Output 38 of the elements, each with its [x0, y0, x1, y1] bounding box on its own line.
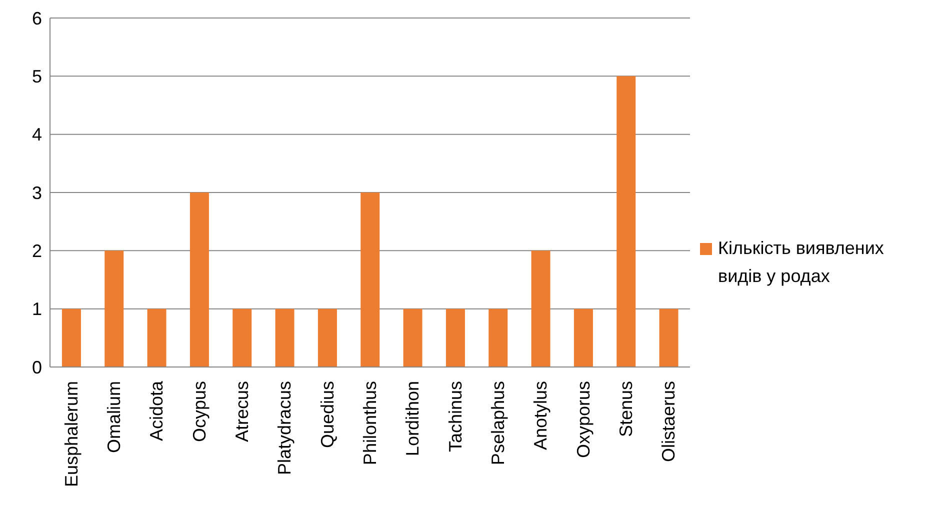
bar — [446, 308, 465, 367]
x-tick-label: Anotylus — [530, 381, 551, 450]
y-tick-label: 1 — [32, 299, 42, 320]
y-tick-label: 4 — [32, 124, 42, 145]
bar — [659, 308, 678, 367]
x-tick-label: Pselaphus — [488, 381, 508, 466]
x-tick-label: Ocypus — [189, 381, 210, 442]
y-tick-label: 0 — [32, 357, 42, 378]
x-tick-label: Quedius — [317, 381, 338, 448]
bar — [190, 192, 209, 367]
bar — [147, 308, 166, 367]
x-tick-label: Acidota — [146, 380, 167, 442]
bar — [574, 308, 593, 367]
bar — [318, 308, 337, 367]
x-tick-label: Philonthus — [360, 381, 380, 466]
bar — [488, 308, 508, 367]
bar — [104, 250, 124, 367]
x-tick-label: Lordithon — [402, 381, 423, 456]
legend-label: Кількість виявлених видів у родах — [718, 236, 885, 288]
x-tick-label: Eusphalerum — [61, 381, 82, 488]
x-tick-label: Stenus — [616, 381, 636, 438]
y-tick-label: 2 — [32, 241, 42, 262]
bar — [275, 308, 294, 367]
bar — [62, 308, 81, 367]
bar — [616, 76, 636, 367]
bar — [403, 308, 422, 367]
x-tick-label: Olistaerus — [658, 381, 679, 462]
x-tick-label: Atrecus — [232, 381, 252, 442]
x-tick-label: Oxyporus — [573, 381, 594, 458]
bar — [360, 192, 380, 367]
x-tick-label: Omalium — [104, 381, 124, 454]
y-tick-label: 5 — [32, 66, 42, 87]
x-tick-label: Platydracus — [274, 381, 295, 476]
x-tick-label: Tachinus — [445, 381, 466, 452]
bar — [531, 250, 550, 367]
bar — [232, 308, 252, 367]
y-tick-label: 3 — [32, 182, 42, 203]
y-tick-label: 6 — [32, 8, 42, 28]
